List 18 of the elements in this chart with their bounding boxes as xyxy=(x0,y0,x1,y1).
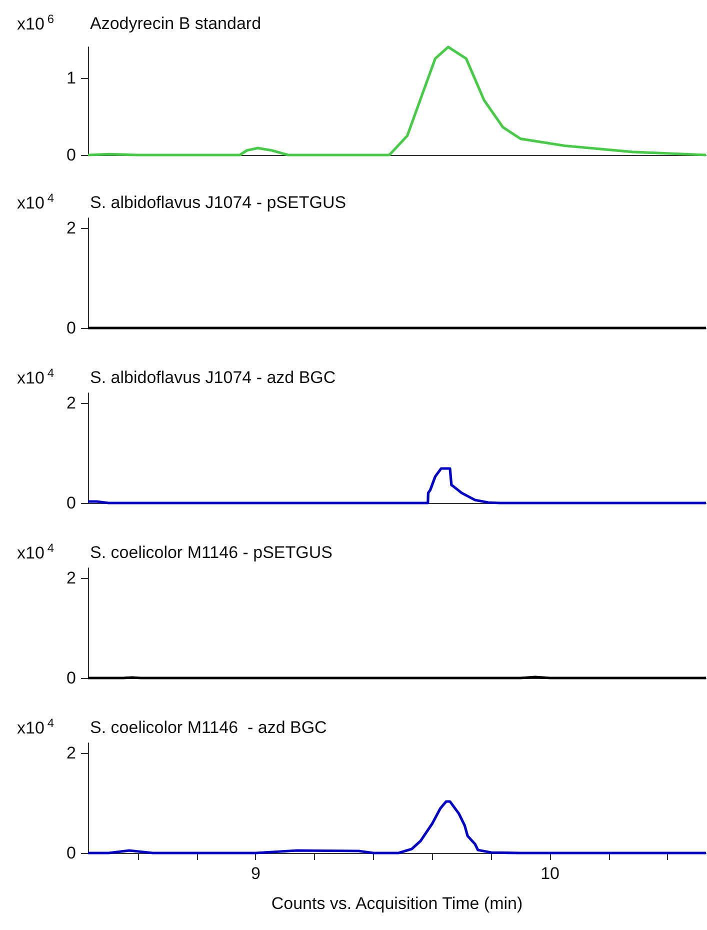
y-tick-label: 0 xyxy=(66,668,76,688)
y-tick-label: 1 xyxy=(66,68,76,88)
chart-title: S. coelicolor M1146 - pSETGUS xyxy=(90,543,332,562)
chart-title: Azodyrecin B standard xyxy=(90,14,262,33)
y-tick-label: 0 xyxy=(66,844,76,862)
x-tick-label: 10 xyxy=(540,864,560,883)
chart-title: S. coelicolor M1146 - azd BGC xyxy=(90,718,327,737)
y-tick-label: 2 xyxy=(66,218,76,238)
chart-title: S. albidoflavus J1074 - azd BGC xyxy=(90,368,336,387)
y-tick-label: 2 xyxy=(66,568,76,588)
x-tick-label: 9 xyxy=(251,864,260,883)
y-tick-label: 2 xyxy=(66,394,76,412)
y-tick-label: 0 xyxy=(66,494,76,512)
y-tick-label: 0 xyxy=(66,146,76,164)
chart-title: S. albidoflavus J1074 - pSETGUS xyxy=(90,193,346,212)
x-axis-title: Counts vs. Acquisition Time (min) xyxy=(271,894,523,913)
y-tick-label: 0 xyxy=(66,318,76,338)
y-tick-label: 2 xyxy=(66,744,76,762)
